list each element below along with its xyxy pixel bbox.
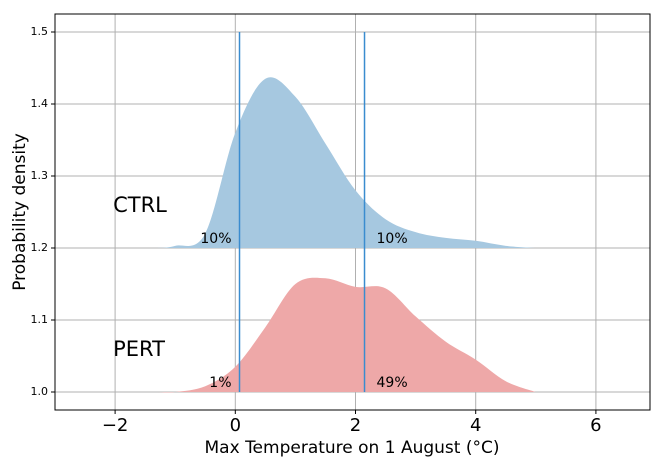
x-axis-label: Max Temperature on 1 August (°C) [205,438,500,458]
tail-label: 1% [209,375,231,391]
series-label: CTRL [113,193,167,217]
y-tick-label: 1.4 [31,97,49,110]
tail-label: 49% [377,375,408,391]
y-tick-label: 1.3 [31,169,49,182]
y-tick-label: 1.2 [31,241,49,254]
y-tick-label: 1.1 [31,313,49,326]
x-tick-label: 4 [470,415,481,436]
series-label: PERT [113,337,165,361]
y-tick-label: 1.5 [31,25,49,38]
density-area [157,277,536,393]
tail-label: 10% [200,231,231,247]
tail-label: 10% [377,231,408,247]
plot-frame [54,13,651,411]
x-tick-label: 6 [590,415,601,436]
y-tick-label: 1.0 [31,385,49,398]
x-tick-label: 0 [230,415,241,436]
y-axis-label: Probability density [10,133,30,291]
x-tick-label: 2 [350,415,361,436]
plot-layer: −2 0 2 4 6 1.0 1.1 1.2 1.3 1.4 1.5 CTRL 10% 10% PERT 1%… [31,13,651,436]
x-tick-label: −2 [102,415,129,436]
density-area [157,77,536,249]
